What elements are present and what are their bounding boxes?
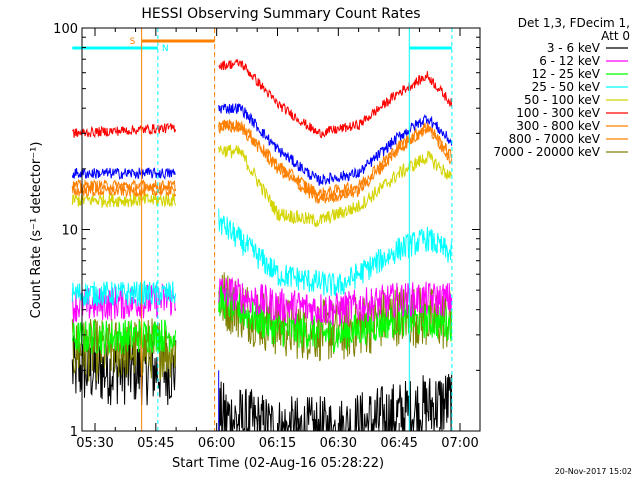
y-axis-label: Count Rate (s⁻¹ detector⁻¹) [29,142,44,319]
x-tick-label: 06:00 [198,436,235,451]
series-line [71,123,177,139]
series-800-7000kev [71,119,453,199]
legend-label: 6 - 12 keV [539,54,601,68]
legend-label: 50 - 100 keV [524,93,601,107]
series-line [71,167,176,180]
series-25-50kev [71,208,453,307]
series-line [218,208,453,297]
timestamp: 20-Nov-2017 15:02 [555,467,632,476]
series-line [71,192,177,209]
legend-label: 25 - 50 keV [532,80,601,94]
series-line [218,276,453,326]
series-line [218,102,453,186]
series-line [71,280,177,307]
series-line [218,59,453,139]
y-tick-label: 10 [61,224,78,239]
series-line [218,144,453,228]
x-tick-label: 05:45 [137,436,174,451]
saa-label: S [130,37,136,47]
y-axis: 1 10 100 [53,22,480,440]
series-12-25kev [71,283,453,355]
x-axis-label: Start Time (02-Aug-16 05:28:22) [172,456,384,471]
x-axis: 05:30 05:45 06:00 06:15 06:30 06:45 07:00 [76,28,479,451]
series-line [218,119,453,199]
chart-title: HESSI Observing Summary Count Rates [141,6,420,22]
x-tick-label: 06:45 [380,436,417,451]
series-50-100kev [71,144,453,228]
series-3-6kev [71,335,453,432]
series-line [71,319,177,355]
annotations: NS [72,28,453,431]
series-100-300kev [71,59,453,139]
night-label: N [162,44,169,54]
series-line [218,283,453,353]
series-line [71,178,177,193]
legend-header-line-2: Att 0 [601,29,630,43]
plot-data: NS [71,28,453,432]
y-tick-label: 1 [70,425,78,440]
legend-label: 7000 - 20000 keV [493,145,600,159]
series-line [218,373,453,432]
series-line [218,122,453,204]
legend-label: 3 - 6 keV [547,41,601,55]
legend-header-line-1: Det 1,3, FDecim 1, [518,16,630,30]
legend-label: 300 - 800 keV [516,119,600,133]
x-tick-label: 06:15 [259,436,296,451]
legend-label: 100 - 300 keV [516,106,600,120]
legend-label: 800 - 7000 keV [509,132,601,146]
x-tick-label: 07:00 [441,436,478,451]
series-blue [71,102,453,186]
x-tick-label: 05:30 [76,436,113,451]
y-tick-label: 100 [53,22,78,37]
x-tick-label: 06:30 [320,436,357,451]
legend-label: 12 - 25 keV [532,67,601,81]
